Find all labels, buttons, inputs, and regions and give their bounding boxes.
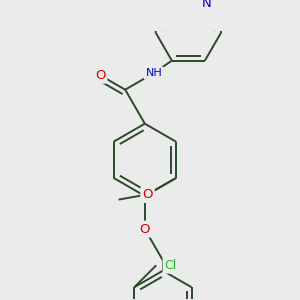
Text: N: N (202, 0, 212, 10)
Text: NH: NH (146, 68, 162, 78)
Text: O: O (140, 223, 150, 236)
Text: Cl: Cl (164, 259, 177, 272)
Text: O: O (95, 69, 105, 82)
Text: O: O (142, 188, 153, 201)
